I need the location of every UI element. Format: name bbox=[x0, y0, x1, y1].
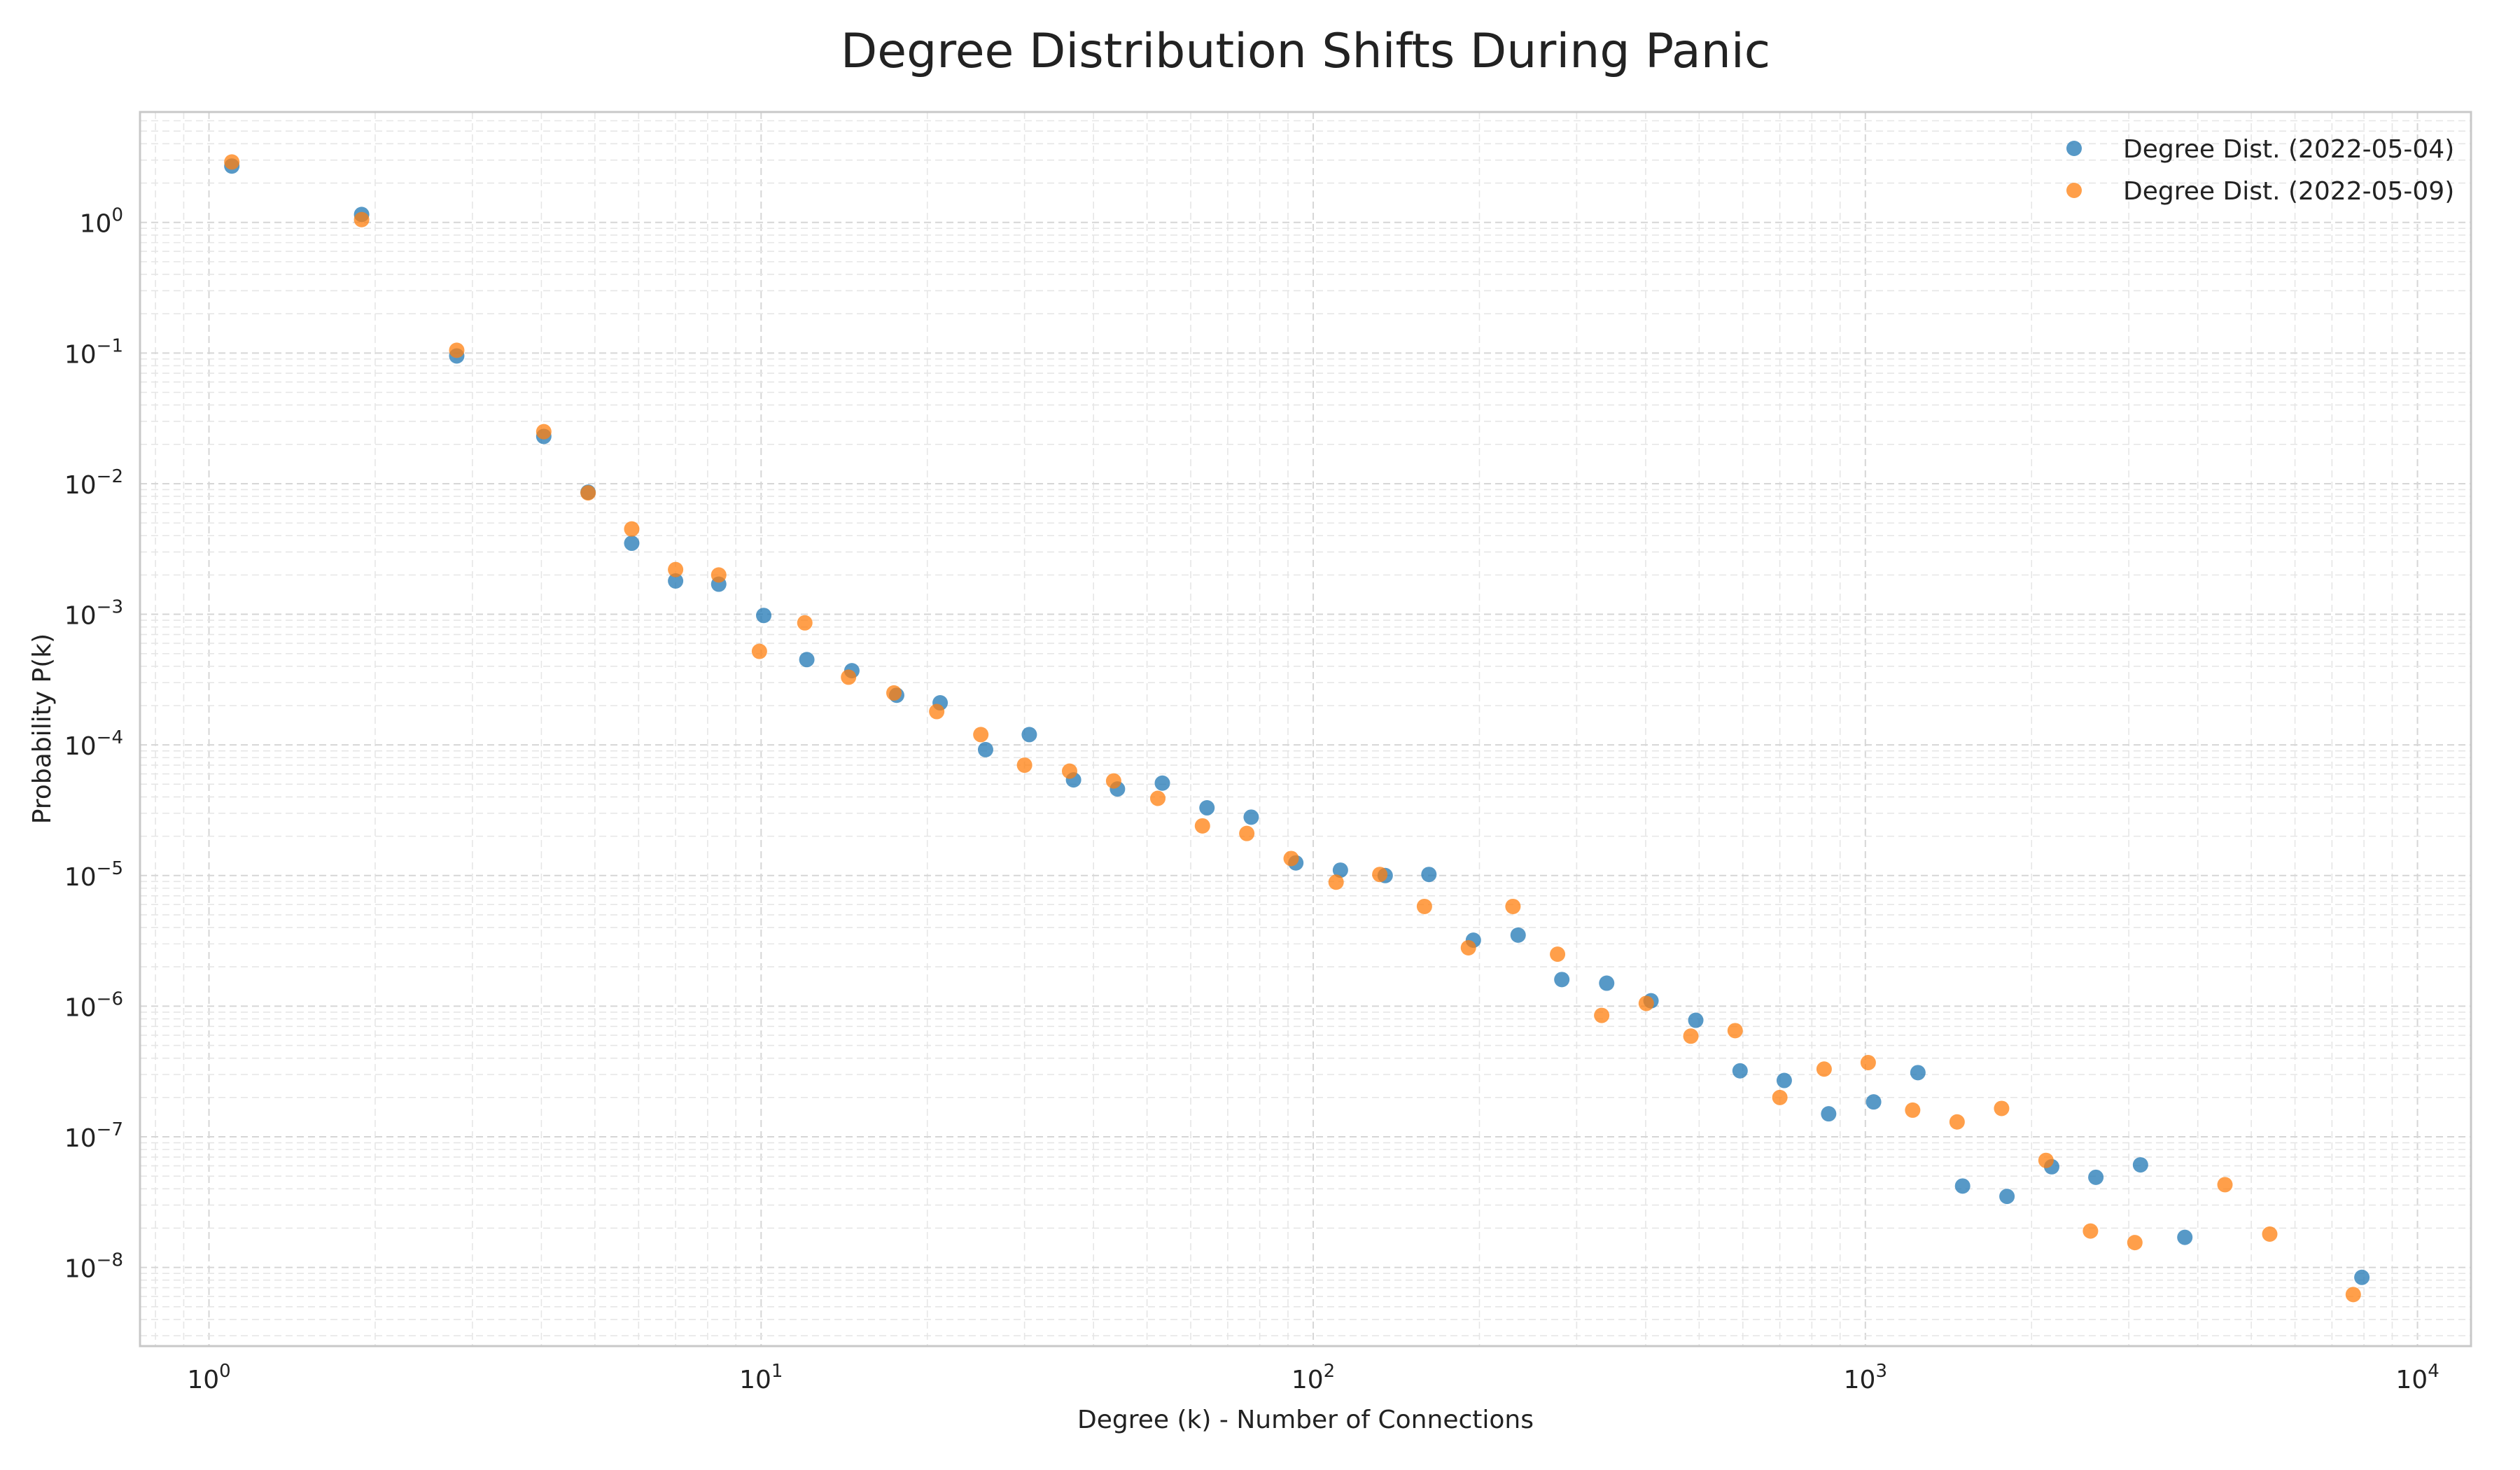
data-point bbox=[449, 342, 465, 358]
data-point bbox=[710, 567, 727, 583]
data-point bbox=[1510, 927, 1526, 943]
y-tick-label: 10−8 bbox=[64, 1250, 123, 1284]
data-point bbox=[2345, 1287, 2361, 1303]
plot-frame bbox=[139, 111, 2472, 1348]
data-point bbox=[1865, 1094, 1882, 1110]
data-point bbox=[977, 741, 993, 757]
data-point bbox=[2082, 1223, 2099, 1239]
data-point bbox=[2217, 1177, 2233, 1193]
data-point bbox=[1460, 939, 1476, 955]
y-tick-label: 100 bbox=[80, 205, 123, 239]
y-tick-label: 10−3 bbox=[64, 597, 123, 631]
data-point bbox=[1816, 1061, 1832, 1077]
legend-marker-series-2 bbox=[2066, 183, 2082, 198]
legend-marker-series-1 bbox=[2066, 141, 2082, 156]
data-point bbox=[2127, 1235, 2143, 1251]
data-point bbox=[1994, 1100, 2010, 1116]
data-point bbox=[2262, 1226, 2278, 1242]
data-point bbox=[929, 704, 945, 720]
data-point bbox=[1328, 874, 1344, 890]
data-point bbox=[841, 669, 857, 685]
data-point bbox=[1194, 818, 1210, 834]
data-point bbox=[1727, 1023, 1743, 1039]
data-point bbox=[1243, 809, 1259, 825]
data-point bbox=[2088, 1169, 2104, 1185]
data-point bbox=[2038, 1152, 2054, 1168]
legend-label-series-2: Degree Dist. (2022-05-09) bbox=[2123, 177, 2454, 206]
data-point bbox=[1332, 862, 1348, 878]
data-point bbox=[1949, 1114, 1965, 1130]
data-point bbox=[1554, 972, 1570, 988]
x-tick-label: 101 bbox=[739, 1361, 783, 1394]
data-point bbox=[1683, 1028, 1699, 1044]
y-tick-label: 10−2 bbox=[64, 466, 123, 500]
y-tick-labels: 10−8 10−7 10−6 10−5 10−4 10−3 10−2 10−1 100 bbox=[64, 205, 123, 1284]
x-axis-label: Degree (k) - Number of Connections bbox=[1077, 1406, 1534, 1434]
data-point bbox=[668, 561, 684, 578]
data-point bbox=[1821, 1106, 1837, 1122]
data-point bbox=[224, 154, 240, 170]
data-point bbox=[1154, 775, 1170, 791]
data-point bbox=[1550, 946, 1566, 962]
data-point bbox=[1905, 1102, 1921, 1118]
data-point bbox=[1776, 1072, 1792, 1088]
data-point bbox=[580, 485, 596, 501]
data-point bbox=[1416, 898, 1432, 914]
y-tick-label: 10−5 bbox=[64, 858, 123, 892]
x-tick-label: 102 bbox=[1292, 1361, 1335, 1394]
data-point bbox=[1860, 1054, 1876, 1070]
data-point bbox=[1954, 1178, 1970, 1194]
x-tick-label: 103 bbox=[1844, 1361, 1887, 1394]
data-point bbox=[1150, 790, 1166, 806]
data-point bbox=[751, 643, 767, 659]
data-point bbox=[886, 685, 902, 701]
data-point bbox=[668, 573, 684, 589]
data-point bbox=[799, 652, 815, 668]
data-point bbox=[354, 211, 370, 227]
data-point bbox=[1061, 763, 1077, 779]
data-point bbox=[1239, 825, 1255, 841]
data-point bbox=[1505, 898, 1521, 914]
data-point bbox=[536, 424, 552, 440]
data-point bbox=[1999, 1189, 2015, 1205]
data-point bbox=[1199, 800, 1215, 816]
data-point bbox=[1910, 1065, 1926, 1081]
data-point bbox=[1283, 850, 1299, 867]
data-point bbox=[1421, 867, 1437, 883]
y-tick-label: 10−4 bbox=[64, 727, 123, 761]
legend-label-series-1: Degree Dist. (2022-05-04) bbox=[2123, 135, 2454, 164]
data-point bbox=[1772, 1089, 1788, 1105]
data-point bbox=[1021, 727, 1037, 743]
data-point bbox=[1016, 757, 1032, 774]
data-point bbox=[1688, 1012, 1704, 1028]
data-point bbox=[1105, 773, 1121, 789]
data-point bbox=[624, 521, 640, 537]
x-tick-labels: 100 101 102 103 104 bbox=[187, 1361, 2439, 1394]
data-point bbox=[756, 608, 772, 624]
data-point bbox=[1372, 867, 1388, 883]
data-point bbox=[973, 727, 989, 743]
x-tick-label: 104 bbox=[2395, 1361, 2439, 1394]
x-tick-label: 100 bbox=[187, 1361, 230, 1394]
y-tick-label: 10−7 bbox=[64, 1119, 123, 1153]
y-axis-label: Probability P(k) bbox=[28, 634, 57, 824]
data-points bbox=[224, 154, 2370, 1303]
grid bbox=[140, 111, 2471, 1346]
data-point bbox=[1594, 1007, 1610, 1023]
series-2-points bbox=[224, 154, 2361, 1303]
data-point bbox=[1599, 975, 1615, 991]
y-tick-label: 10−6 bbox=[64, 988, 123, 1022]
data-point bbox=[2177, 1229, 2193, 1245]
legend: Degree Dist. (2022-05-04) Degree Dist. (… bbox=[2066, 135, 2454, 206]
data-point bbox=[1638, 995, 1654, 1011]
data-point bbox=[1732, 1063, 1748, 1079]
series-1-points bbox=[224, 158, 2370, 1285]
data-point bbox=[2354, 1269, 2370, 1285]
data-point bbox=[797, 615, 813, 631]
data-point bbox=[624, 536, 640, 552]
chart-title: Degree Distribution Shifts During Panic bbox=[841, 24, 1770, 79]
y-tick-label: 10−1 bbox=[64, 335, 123, 369]
data-point bbox=[2132, 1157, 2148, 1173]
